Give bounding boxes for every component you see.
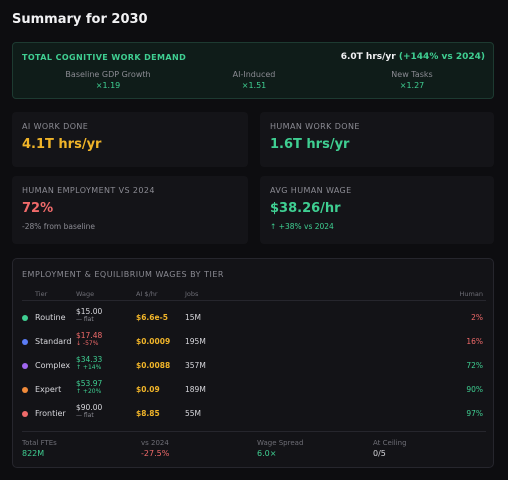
tier-name: Routine	[35, 313, 66, 322]
footer-label: Wage Spread	[257, 439, 304, 447]
tier-jobs: 195M	[185, 337, 206, 346]
ai-work-card: AI WORK DONE 4.1T hrs/yr	[12, 112, 248, 167]
footer-divider	[22, 431, 486, 432]
header-human: Human	[459, 290, 483, 298]
tier-wage: $53.97 ↑ +20%	[76, 379, 102, 396]
demand-factor-label: New Tasks	[391, 70, 433, 79]
demand-factor-value: ×1.27	[399, 81, 425, 90]
footer-vs-2024: vs 2024 -27.5%	[141, 439, 169, 458]
tier-wage-value: $17.48	[76, 331, 103, 340]
demand-factor-label: AI-Induced	[232, 70, 276, 79]
footer-at-ceiling: At Ceiling 0/5	[373, 439, 407, 458]
demand-factor-value: ×1.51	[241, 81, 267, 90]
avg-wage-value: $38.26/hr	[270, 201, 341, 216]
employment-card: HUMAN EMPLOYMENT VS 2024 72% -28% from b…	[12, 176, 248, 244]
ai-work-value: 4.1T hrs/yr	[22, 137, 102, 152]
table-row: Expert $53.97 ↑ +20% $0.09 189M 90%	[13, 377, 493, 401]
tier-wage-change: — flat	[76, 412, 94, 419]
tier-human-share: 97%	[466, 409, 483, 418]
employment-value: 72%	[22, 201, 54, 216]
ai-work-label: AI WORK DONE	[22, 122, 89, 131]
tier-dot	[22, 411, 28, 417]
header-ai-cost: AI $/hr	[136, 290, 158, 298]
tier-human-share: 72%	[466, 361, 483, 370]
tier-jobs: 357M	[185, 361, 206, 370]
demand-factor-label: Baseline GDP Growth	[65, 70, 151, 79]
tier-wage: $17.48 ↓ -57%	[76, 331, 102, 348]
tier-jobs: 15M	[185, 313, 202, 322]
demand-panel: TOTAL COGNITIVE WORK DEMAND 6.0T hrs/yr …	[12, 42, 494, 99]
header-jobs: Jobs	[185, 290, 199, 298]
tier-dot	[22, 387, 28, 393]
demand-factor-new-tasks: New Tasks ×1.27	[357, 70, 467, 90]
footer-wage-spread: Wage Spread 6.0×	[257, 439, 303, 458]
demand-factor-ai: AI-Induced ×1.51	[199, 70, 309, 90]
tier-name: Expert	[35, 385, 62, 394]
tier-wage-value: $53.97	[76, 379, 103, 388]
footer-total-ftes: Total FTEs 822M	[22, 439, 57, 458]
demand-factor-value: ×1.19	[95, 81, 121, 90]
avg-wage-note: ↑ +38% vs 2024	[270, 222, 334, 231]
table-row: Standard $17.48 ↓ -57% $0.0009 195M 16%	[13, 329, 493, 353]
footer-value: 0/5	[373, 449, 386, 458]
page-title: Summary for 2030	[12, 12, 148, 27]
tier-table-card: EMPLOYMENT & EQUILIBRIUM WAGES BY TIER T…	[12, 258, 494, 468]
demand-label: TOTAL COGNITIVE WORK DEMAND	[22, 53, 187, 62]
tier-jobs: 189M	[185, 385, 206, 394]
avg-wage-card: AVG HUMAN WAGE $38.26/hr ↑ +38% vs 2024	[260, 176, 494, 244]
tier-wage: $90.00 — flat	[76, 403, 102, 420]
header-tier: Tier	[35, 290, 48, 298]
avg-wage-label: AVG HUMAN WAGE	[270, 186, 352, 195]
tier-dot	[22, 339, 28, 345]
tier-wage: $15.00 — flat	[76, 307, 102, 324]
tier-wage-value: $15.00	[76, 307, 103, 316]
footer-value: 6.0×	[257, 449, 277, 458]
table-row: Routine $15.00 — flat $6.6e-5 15M 2%	[13, 305, 493, 329]
tier-ai-cost: $8.85	[136, 409, 160, 418]
tier-wage-change: ↓ -57%	[76, 340, 99, 347]
demand-total-value: 6.0T hrs/yr	[340, 52, 396, 62]
tier-wage-change: ↑ +14%	[76, 364, 102, 371]
tier-name: Frontier	[35, 409, 66, 418]
table-row: Complex $34.33 ↑ +14% $0.0088 357M 72%	[13, 353, 493, 377]
tier-name: Complex	[35, 361, 71, 370]
tier-ai-cost: $0.0009	[136, 337, 171, 346]
tier-human-share: 16%	[466, 337, 483, 346]
demand-factor-baseline: Baseline GDP Growth ×1.19	[53, 70, 163, 90]
footer-label: Total FTEs	[22, 439, 57, 447]
tier-ai-cost: $0.09	[136, 385, 160, 394]
footer-value: -27.5%	[141, 449, 170, 458]
employment-label: HUMAN EMPLOYMENT VS 2024	[22, 186, 155, 195]
footer-label: vs 2024	[141, 439, 169, 447]
tier-human-share: 90%	[466, 385, 483, 394]
human-work-card: HUMAN WORK DONE 1.6T hrs/yr	[260, 112, 494, 167]
tier-wage-change: — flat	[76, 316, 94, 323]
tier-name: Standard	[35, 337, 72, 346]
header-divider	[22, 300, 486, 301]
employment-note: -28% from baseline	[22, 222, 96, 231]
table-row: Frontier $90.00 — flat $8.85 55M 97%	[13, 401, 493, 425]
footer-value: 822M	[22, 449, 45, 458]
tier-wage-value: $34.33	[76, 355, 103, 364]
tier-wage: $34.33 ↑ +14%	[76, 355, 102, 372]
tier-dot	[22, 315, 28, 321]
tier-dot	[22, 363, 28, 369]
tier-human-share: 2%	[471, 313, 483, 322]
demand-total: 6.0T hrs/yr (+144% vs 2024)	[341, 52, 485, 62]
tier-wage-change: ↑ +20%	[76, 388, 102, 395]
demand-total-change: (+144% vs 2024)	[398, 52, 485, 62]
tier-jobs: 55M	[185, 409, 202, 418]
tier-wage-value: $90.00	[76, 403, 103, 412]
footer-label: At Ceiling	[373, 439, 407, 447]
tier-table-title: EMPLOYMENT & EQUILIBRIUM WAGES BY TIER	[22, 270, 224, 279]
header-wage: Wage	[76, 290, 95, 298]
human-work-label: HUMAN WORK DONE	[270, 122, 360, 131]
tier-ai-cost: $6.6e-5	[136, 313, 168, 322]
tier-ai-cost: $0.0088	[136, 361, 171, 370]
human-work-value: 1.6T hrs/yr	[270, 137, 350, 152]
